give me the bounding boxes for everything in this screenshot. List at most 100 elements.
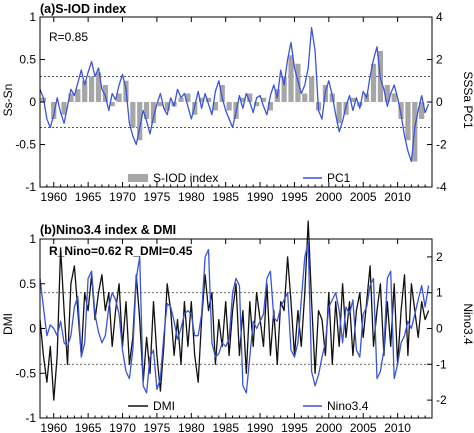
bar-s-iod [109,102,115,107]
bar-s-iod [205,97,212,102]
bar-s-iod [398,102,404,119]
bar-s-iod [240,97,246,102]
bar-s-iod [405,102,411,141]
bar-s-iod [199,97,205,102]
panel-a-annotation: R=0.85 [49,30,88,44]
panel-a-lines [39,26,430,163]
right-tick-label: -1 [436,357,447,371]
panel-b: (b)Nino3.4 index & DMI R_Nino=0.62 R_DMI… [1,220,474,433]
x-tick-label: 1980 [178,190,205,204]
series-line-pc1 [39,26,430,163]
left-tick-label: -1 [25,180,36,194]
x-tick-label: 2005 [350,190,377,204]
bar-s-iod [185,93,191,102]
x-tick-label: 1995 [281,421,308,433]
legend-swatch-s-iod [128,174,148,182]
left-tick-label: 0.5 [19,53,36,67]
left-tick-label: 0.5 [19,277,36,291]
bar-s-iod [212,102,218,111]
panel-b-left-axis-label: DMI [1,313,15,335]
legend-label-s-iod: S-IOD index [153,171,218,185]
x-tick-label: 2000 [315,421,342,433]
x-tick-label: 1975 [144,190,171,204]
bar-s-iod [247,93,253,102]
bar-s-iod [157,102,163,107]
left-tick-label: 1 [29,10,36,24]
right-tick-label: 2 [436,250,443,264]
bar-s-iod [178,97,184,102]
bar-s-iod [143,102,150,119]
bar-s-iod [88,76,95,102]
right-tick-label: 1 [436,286,443,300]
series-line-nino3-4 [39,241,430,394]
panel-a-reference-lines [40,76,432,128]
bar-s-iod [302,93,308,102]
panel-b-ticks: 1960 1965 1970 1975 1980 1985 1990 1995 2000 2005… [15,232,447,433]
x-tick-label: 1985 [212,190,239,204]
legend-label-nino: Nino3.4 [327,399,369,413]
x-tick-label: 1995 [281,190,308,204]
bar-s-iod [226,102,232,111]
bar-s-iod [102,85,108,102]
bar-s-iod [68,93,74,102]
bar-s-iod [219,85,225,102]
series-line-dmi [39,220,430,401]
x-tick-label: 1975 [144,421,171,433]
x-tick-label: 1965 [75,421,102,433]
bar-s-iod [267,102,273,111]
bar-s-iod [357,102,363,107]
right-tick-label: -2 [436,393,447,407]
bar-s-iod [288,55,294,102]
bar-s-iod [75,89,81,102]
bar-s-iod [51,102,57,119]
left-tick-label: -1 [25,411,36,425]
right-tick-label: 4 [436,10,443,24]
bar-s-iod [336,102,342,124]
bar-s-iod [137,102,143,141]
bar-s-iod [384,85,390,102]
bar-s-iod [150,102,157,124]
right-tick-label: 0 [436,322,443,336]
panel-b-lines [39,220,430,401]
x-tick-label: 2005 [350,421,377,433]
bar-s-iod [82,80,88,102]
panel-b-right-axis-label: Nino3.4 [461,303,474,345]
bar-s-iod [164,102,170,111]
x-tick-label: 1960 [40,190,67,204]
panel-b-legend: DMI Nino3.4 [128,399,369,413]
bar-s-iod [95,72,102,102]
panel-a-title: (a)S-IOD index [40,2,126,16]
panel-b-annotation: R_Nino=0.62 R_DMI=0.45 [49,244,193,258]
panel-a-ticks: 1960 1965 1970 1975 1980 1985 1990 1995 2000 2005… [15,10,447,204]
x-tick-label: 1970 [109,190,136,204]
left-tick-label: 1 [29,232,36,246]
panel-a-right-axis-label: SSSa PC1 [461,71,474,129]
panel-a-legend: S-IOD index PC1 [128,171,351,185]
panel-a-left-axis-label: Ss-Sn [1,84,15,117]
x-tick-label: 2000 [315,190,342,204]
right-tick-label: -2 [436,138,447,152]
right-tick-label: 2 [436,53,443,67]
bar-s-iod [370,63,377,102]
x-tick-label: 1965 [75,190,102,204]
x-tick-label: 2010 [384,421,411,433]
bar-s-iod [130,102,136,128]
x-tick-label: 1990 [247,421,274,433]
x-tick-label: 1970 [109,421,136,433]
left-tick-label: 0 [29,322,36,336]
bar-s-iod [391,93,397,102]
x-tick-label: 1985 [212,421,239,433]
bar-s-iod [419,102,425,119]
bar-s-iod [281,76,287,102]
left-tick-label: 0 [29,95,36,109]
legend-label-dmi: DMI [153,399,175,413]
left-tick-label: -0.5 [15,366,36,380]
right-tick-label: -4 [436,180,447,194]
panel-a: (a)S-IOD index R=0.85 1960 1965 1970 1975 19… [1,2,474,204]
bar-s-iod [350,97,356,102]
x-tick-label: 1990 [247,190,274,204]
legend-label-pc1: PC1 [327,171,351,185]
bar-s-iod [260,97,267,102]
left-tick-label: -0.5 [15,138,36,152]
